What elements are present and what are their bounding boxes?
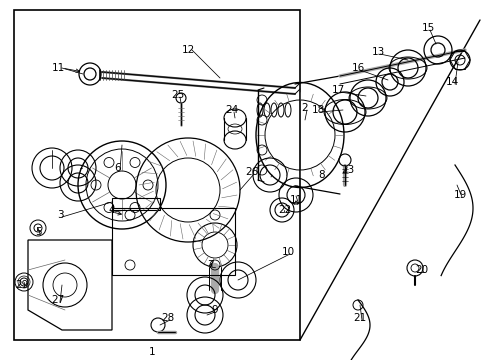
Text: 6: 6 bbox=[115, 163, 121, 173]
Text: 12: 12 bbox=[181, 45, 194, 55]
Bar bbox=[14, 10, 299, 340]
Text: 27: 27 bbox=[51, 295, 64, 305]
Text: 22: 22 bbox=[278, 205, 291, 215]
Text: 4: 4 bbox=[108, 205, 115, 215]
Text: 8: 8 bbox=[318, 170, 325, 180]
Text: 18: 18 bbox=[311, 105, 324, 115]
Text: 20: 20 bbox=[415, 265, 427, 275]
Text: 17: 17 bbox=[331, 85, 344, 95]
Text: 14: 14 bbox=[445, 77, 458, 87]
Text: 13: 13 bbox=[370, 47, 384, 57]
Text: 3: 3 bbox=[57, 210, 63, 220]
Text: 29: 29 bbox=[15, 280, 29, 290]
Text: 28: 28 bbox=[161, 313, 174, 323]
Text: 11: 11 bbox=[51, 63, 64, 73]
Text: 9: 9 bbox=[211, 305, 218, 315]
Text: 19: 19 bbox=[452, 190, 466, 200]
Text: 11: 11 bbox=[289, 195, 302, 205]
Text: 2: 2 bbox=[301, 103, 307, 113]
Text: 1: 1 bbox=[148, 347, 155, 357]
Text: 26: 26 bbox=[245, 167, 258, 177]
Text: 16: 16 bbox=[351, 63, 364, 73]
Text: 24: 24 bbox=[225, 105, 238, 115]
Text: 15: 15 bbox=[421, 23, 434, 33]
Text: 23: 23 bbox=[341, 165, 354, 175]
Text: 5: 5 bbox=[35, 227, 41, 237]
Text: 7: 7 bbox=[206, 260, 213, 270]
Text: 25: 25 bbox=[171, 90, 184, 100]
Text: 21: 21 bbox=[353, 313, 366, 323]
Text: 10: 10 bbox=[281, 247, 294, 257]
